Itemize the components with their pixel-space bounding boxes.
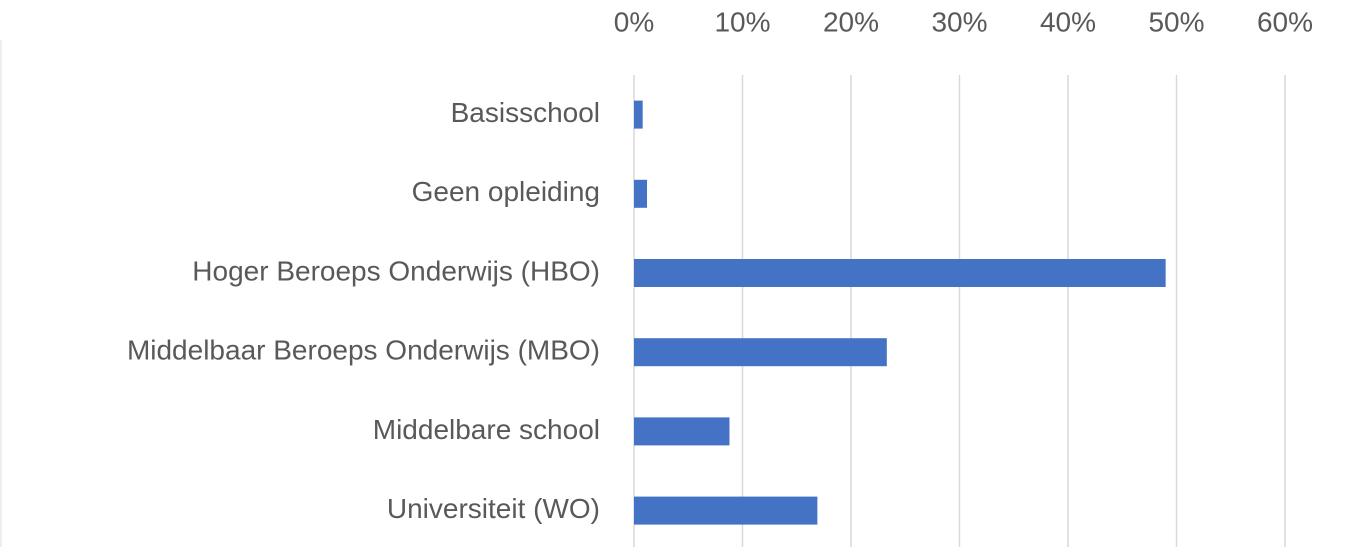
bar — [634, 179, 648, 208]
bar — [634, 496, 818, 525]
y-tick-label: Middelbaar Beroeps Onderwijs (MBO) — [127, 335, 600, 366]
x-tick-label: 20% — [823, 6, 879, 37]
bar — [634, 100, 643, 129]
x-tick-label: 30% — [931, 6, 987, 37]
x-tick-label: 50% — [1148, 6, 1204, 37]
y-tick-label: Universiteit (WO) — [387, 493, 600, 524]
y-tick-label: Basisschool — [451, 97, 600, 128]
x-tick-label: 0% — [614, 6, 654, 37]
y-tick-label: Hoger Beroeps Onderwijs (HBO) — [192, 255, 600, 286]
x-tick-label: 40% — [1040, 6, 1096, 37]
x-tick-label: 60% — [1257, 6, 1313, 37]
bar — [634, 417, 730, 446]
bar — [634, 338, 887, 367]
y-tick-label: Geen opleiding — [412, 176, 600, 207]
y-tick-label: Middelbare school — [373, 414, 600, 445]
bar — [634, 259, 1166, 287]
x-tick-label: 10% — [714, 6, 770, 37]
